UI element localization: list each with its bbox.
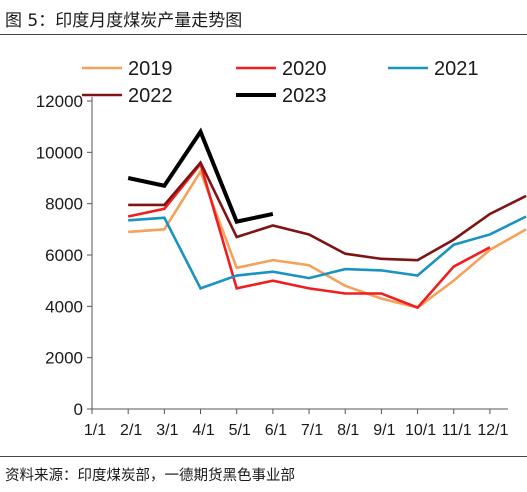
x-tick-label: 5/1 [229, 422, 251, 439]
x-tick-label: 2/1 [120, 422, 142, 439]
y-tick-label: 8000 [45, 195, 83, 214]
x-tick-label: 12/1 [477, 422, 508, 439]
legend-label-2021: 2021 [434, 58, 479, 80]
x-tick-label: 10/1 [405, 422, 436, 439]
title-divider [0, 34, 527, 35]
series-line-2023 [127, 127, 274, 224]
x-tick-label: 7/1 [301, 422, 323, 439]
y-tick-label: 2000 [45, 349, 83, 368]
y-tick-label: 6000 [45, 246, 83, 265]
line-chart: 0 2000 4000 6000 8000 10000 12000 1/1 2/1 3/1 4/1 5… [36, 58, 527, 439]
y-tick-label: 10000 [36, 143, 83, 162]
y-tick-label: 0 [74, 400, 83, 419]
legend-label-2022: 2022 [128, 85, 173, 107]
y-tick-label: 12000 [36, 92, 83, 111]
figure-title: 图 5：印度月度煤炭产量走势图 [5, 11, 243, 31]
x-tick-label: 6/1 [265, 422, 287, 439]
x-tick-label: 9/1 [373, 422, 395, 439]
chart-axes: 0 2000 4000 6000 8000 10000 12000 1/1 2/1 3/1 4/1 5… [36, 92, 509, 439]
x-tick-label: 8/1 [337, 422, 359, 439]
legend-label-2023: 2023 [282, 85, 327, 107]
x-tick-label: 3/1 [156, 422, 178, 439]
series-layer [127, 127, 527, 310]
series-line-2021 [128, 215, 527, 290]
y-tick-label: 4000 [45, 297, 83, 316]
source-divider [0, 456, 527, 457]
x-tick-label: 1/1 [84, 422, 106, 439]
source-note: 资料来源：印度煤炭部，一德期货黑色事业部 [5, 468, 295, 484]
series-line-2019 [128, 168, 527, 310]
x-tick-label: 4/1 [192, 422, 214, 439]
legend-label-2020: 2020 [282, 58, 327, 80]
series-line-2020 [127, 161, 491, 310]
legend-label-2019: 2019 [128, 58, 173, 80]
x-tick-label: 11/1 [442, 422, 472, 439]
chart-legend: 2019 2020 2021 2022 2023 [82, 58, 479, 107]
series-line-2022 [128, 160, 527, 262]
